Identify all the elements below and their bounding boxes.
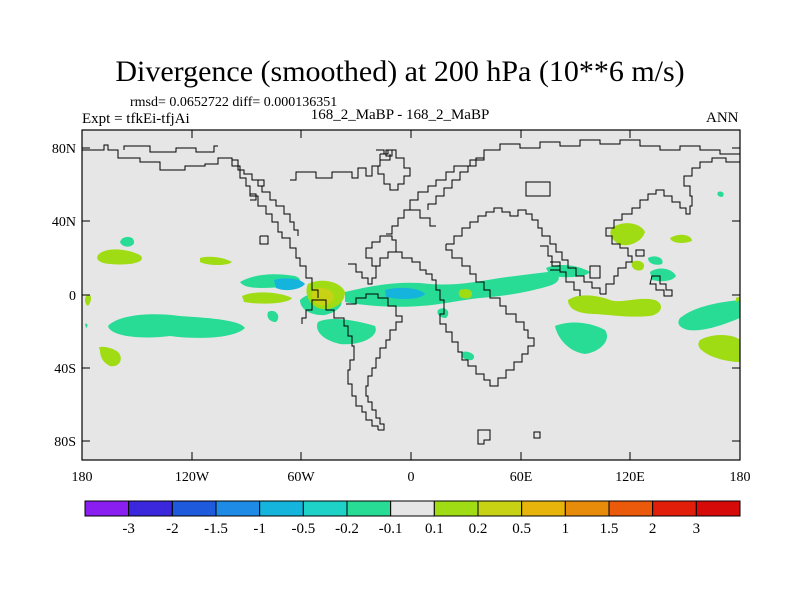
colorbar: -3 -2 -1.5 -1 -0.5 -0.2 -0.1 0.1 0.2 0.5 1 1.5 2 3 bbox=[84, 500, 741, 537]
colorbar-label: -0.1 bbox=[379, 521, 403, 537]
colorbar-swatch bbox=[695, 500, 741, 517]
colorbar-label: 3 bbox=[693, 521, 701, 537]
colorbar-label: 2 bbox=[649, 521, 657, 537]
contour-region bbox=[120, 236, 135, 247]
lon-label: 60W bbox=[287, 470, 315, 485]
lon-label: 180 bbox=[730, 470, 751, 485]
colorbar-label: 0.1 bbox=[425, 521, 444, 537]
colorbar-swatch bbox=[652, 500, 697, 517]
lon-label: 120E bbox=[615, 470, 645, 485]
colorbar-swatch bbox=[259, 500, 304, 517]
colorbar-label: 0.5 bbox=[512, 521, 531, 537]
colorbar-swatch bbox=[390, 500, 435, 517]
colorbar-label: 1 bbox=[562, 521, 570, 537]
contour-region bbox=[458, 289, 472, 299]
contour-region bbox=[631, 260, 645, 271]
contour-region bbox=[736, 296, 740, 302]
contour-region bbox=[555, 322, 608, 354]
lat-label: 80S bbox=[54, 435, 76, 450]
contour-region bbox=[97, 249, 142, 265]
contour-region bbox=[108, 314, 245, 338]
contour-region bbox=[385, 287, 425, 299]
colorbar-swatch bbox=[128, 500, 173, 517]
contour-region bbox=[242, 292, 292, 304]
lon-label: 60E bbox=[510, 470, 533, 485]
contour-region bbox=[568, 295, 662, 317]
case-label: 168_2_MaBP - 168_2_MaBP bbox=[310, 107, 490, 123]
colorbar-swatch bbox=[433, 500, 479, 517]
colorbar-swatch bbox=[346, 500, 392, 517]
season-label: ANN bbox=[706, 110, 739, 126]
colorbar-swatch bbox=[171, 500, 217, 517]
plot-title: Divergence (smoothed) at 200 hPa (10**6 … bbox=[115, 55, 685, 88]
colorbar-label: -1 bbox=[253, 521, 266, 537]
contour-region bbox=[648, 256, 663, 265]
colorbar-swatch bbox=[84, 500, 130, 517]
lat-label: 40S bbox=[54, 362, 76, 377]
contour-region bbox=[274, 278, 305, 291]
contour-region bbox=[546, 265, 590, 278]
stats-label: rmsd= 0.0652722 diff= 0.000136351 bbox=[130, 95, 338, 110]
contour-region bbox=[650, 268, 676, 282]
colorbar-label: -3 bbox=[122, 521, 135, 537]
colorbar-label: 1.5 bbox=[600, 521, 619, 537]
colorbar-label: -0.5 bbox=[291, 521, 315, 537]
axis-ticks bbox=[82, 130, 740, 460]
contour-region bbox=[670, 234, 692, 243]
contour-region bbox=[461, 351, 475, 361]
contour-region bbox=[99, 346, 121, 367]
colorbar-swatch bbox=[302, 500, 348, 517]
lon-label: 120W bbox=[175, 470, 210, 485]
contour-region bbox=[678, 300, 740, 331]
colorbar-swatch bbox=[521, 500, 566, 517]
contour-region bbox=[200, 256, 232, 265]
lat-label: 40N bbox=[52, 215, 76, 230]
latitude-labels: 80N 40N 0 40S 80S bbox=[52, 142, 76, 450]
colorbar-label: -2 bbox=[166, 521, 179, 537]
colorbar-swatch bbox=[215, 500, 261, 517]
longitude-labels: 180 120W 60W 0 60E 120E 180 bbox=[72, 470, 751, 485]
colorbar-swatch bbox=[564, 500, 610, 517]
lon-label: 180 bbox=[72, 470, 93, 485]
contour-region bbox=[610, 223, 645, 246]
lon-label: 0 bbox=[408, 470, 415, 485]
contour-region bbox=[85, 323, 88, 328]
contour-region bbox=[84, 294, 92, 306]
contour-region bbox=[717, 191, 724, 197]
colorbar-swatch bbox=[608, 500, 654, 517]
coastlines bbox=[82, 139, 740, 445]
contour-region bbox=[316, 319, 376, 345]
colorbar-swatch bbox=[477, 500, 523, 517]
lat-label: 0 bbox=[69, 289, 76, 304]
experiment-label: Expt = tfkEi-tfjAi bbox=[82, 111, 190, 127]
contour-region bbox=[267, 310, 279, 322]
colorbar-label: -0.2 bbox=[335, 521, 359, 537]
lat-label: 80N bbox=[52, 142, 76, 157]
contour-region bbox=[698, 335, 740, 362]
colorbar-label: -1.5 bbox=[204, 521, 228, 537]
contour-region bbox=[311, 288, 334, 306]
colorbar-label: 0.2 bbox=[469, 521, 488, 537]
